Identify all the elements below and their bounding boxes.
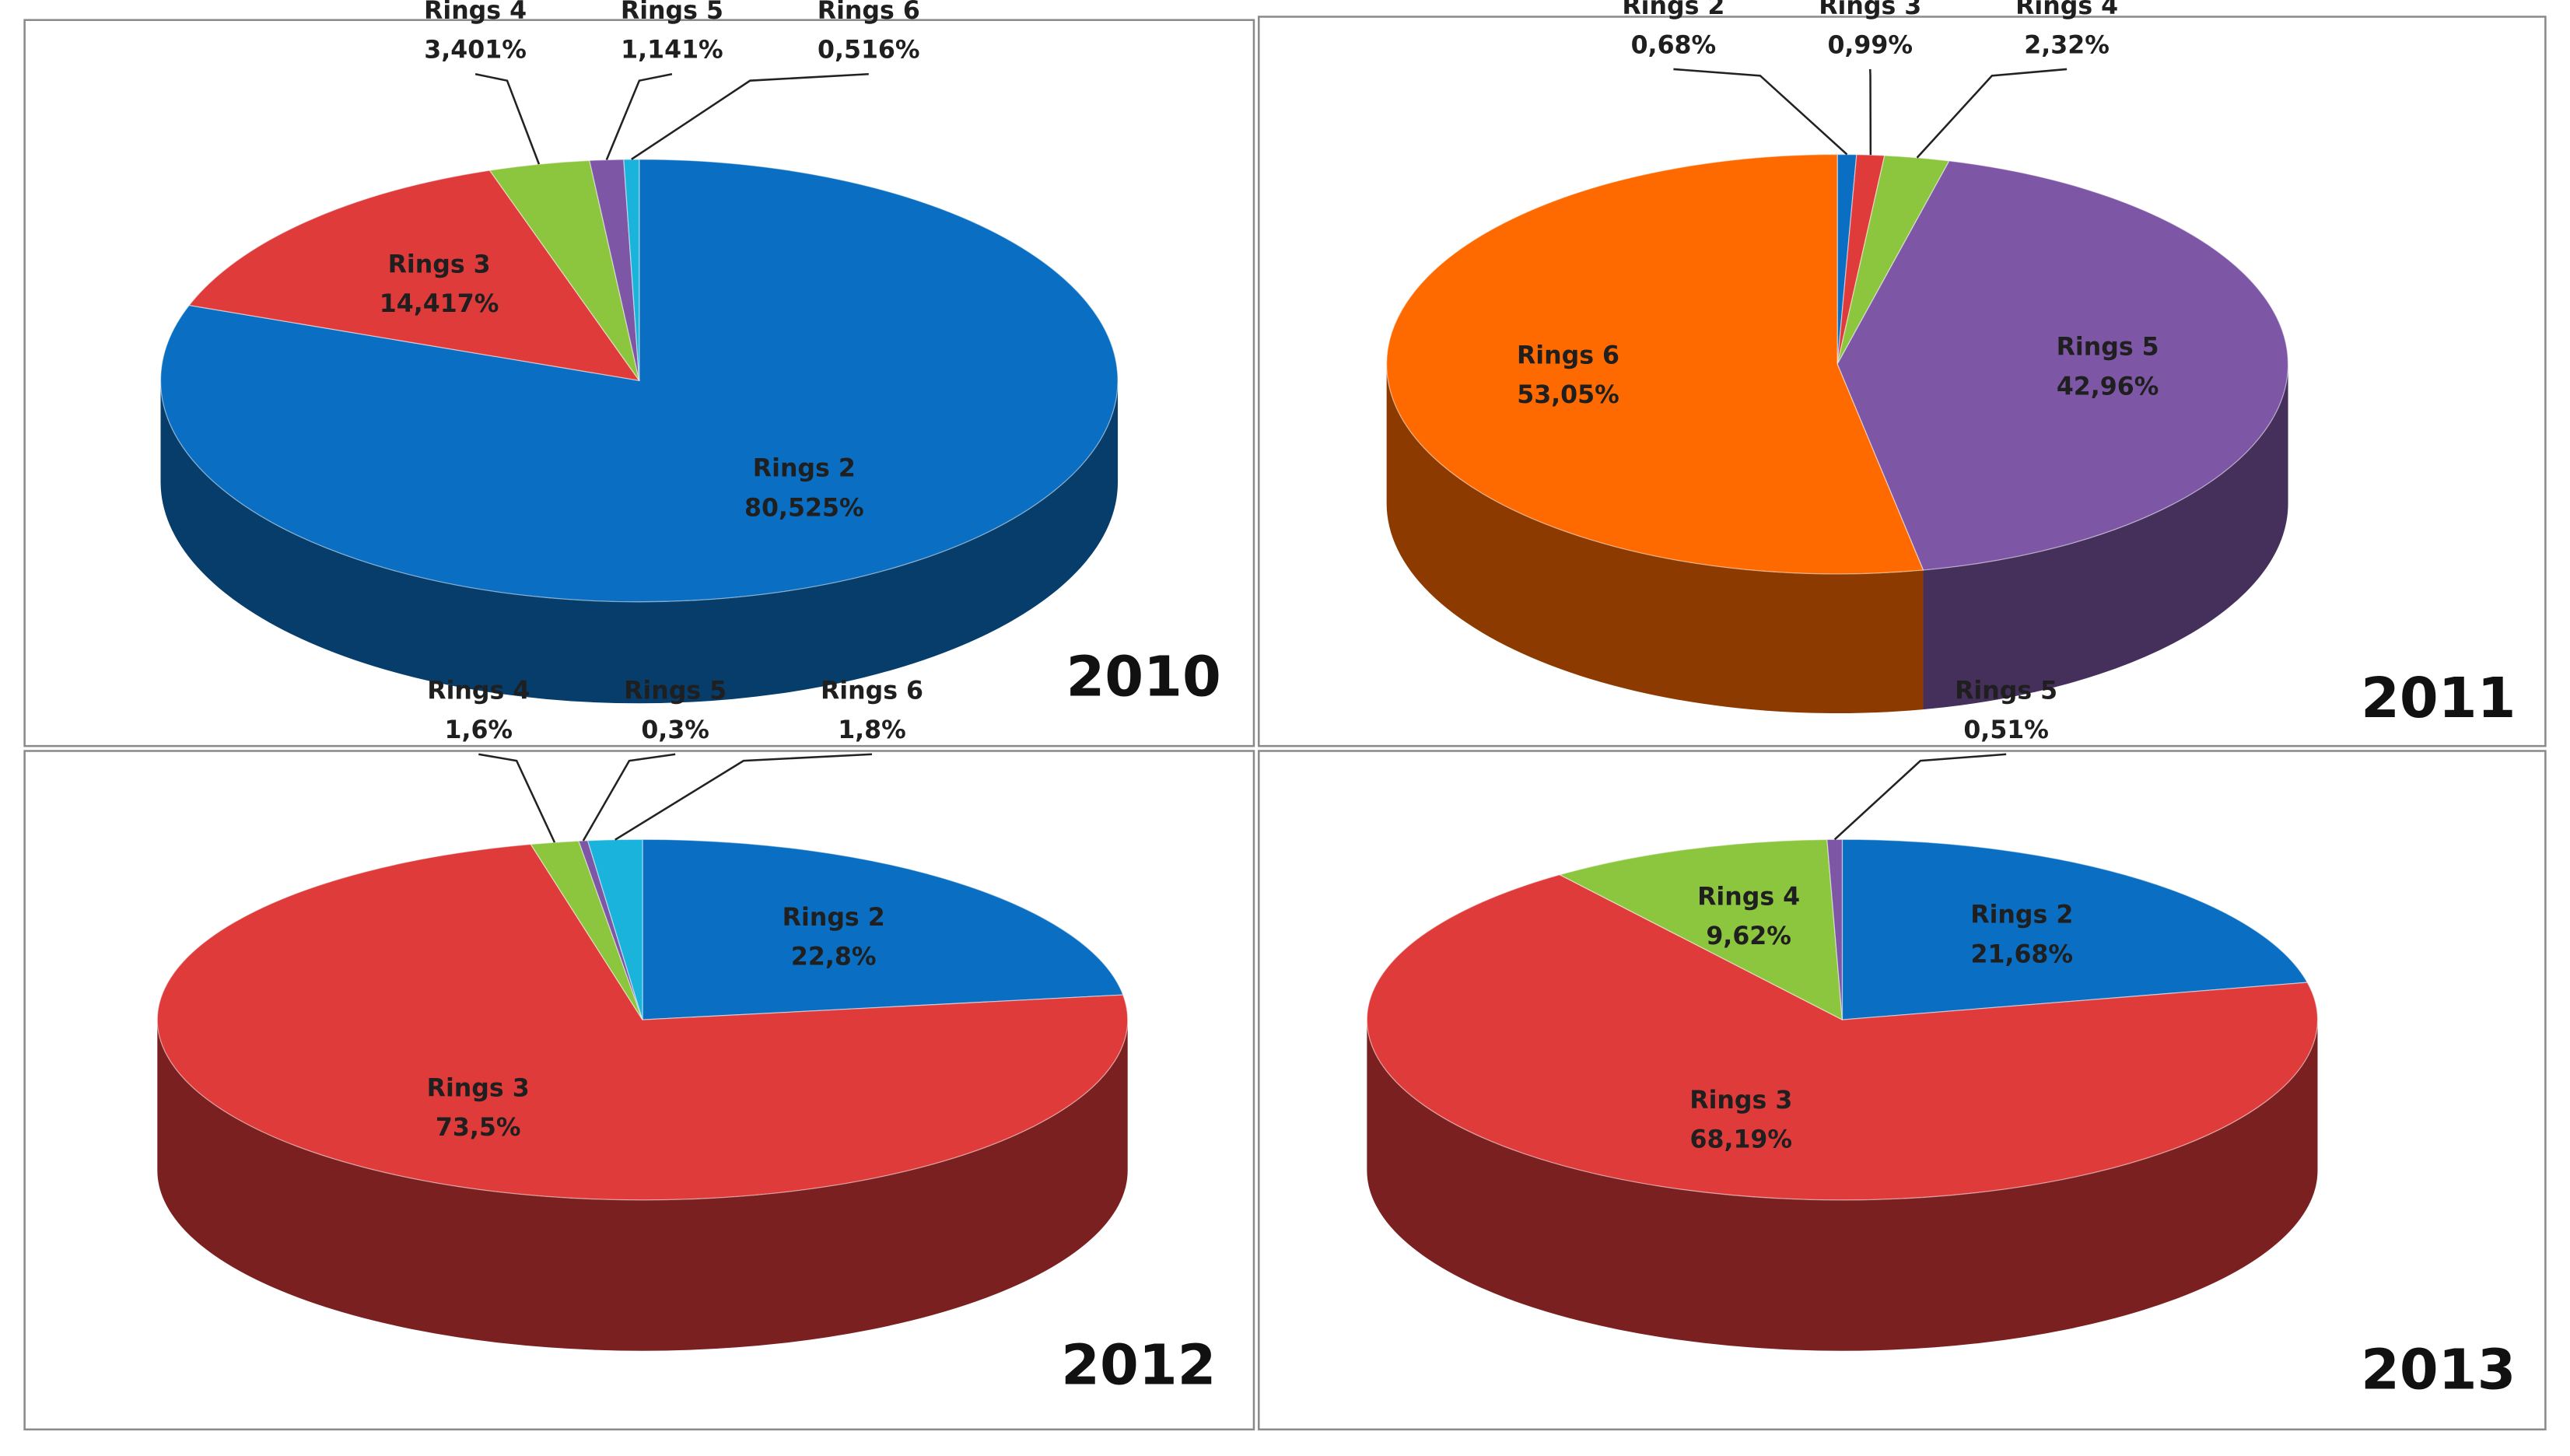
slice-value-label: 42,96% — [2057, 373, 2159, 401]
slice-value-label: 73,5% — [436, 1114, 521, 1142]
slice-side — [1923, 364, 2288, 710]
leader-line — [605, 73, 673, 160]
slice-label: Rings 2 — [753, 455, 856, 483]
slice-label: Rings 5 — [2057, 334, 2159, 362]
slice-side — [157, 1020, 1128, 1351]
slice-value-label: 0,68% — [1631, 31, 1717, 59]
leader-line — [1916, 68, 2068, 159]
chart-title: 2011 — [2361, 666, 2516, 730]
slice-label: Rings 4 — [1697, 883, 1800, 911]
slice-label: Rings 4 — [424, 0, 527, 25]
slice-value-label: 22,8% — [791, 943, 877, 971]
slice-value-label: 2,32% — [2024, 31, 2110, 59]
slice — [1386, 153, 1924, 575]
slice-side — [1367, 1020, 2318, 1351]
slice — [1558, 838, 1843, 1021]
slice-label: Rings 6 — [821, 677, 923, 705]
slice-label: Rings 5 — [621, 0, 723, 25]
leader-line — [474, 73, 541, 165]
slice-label: Rings 4 — [2015, 0, 2118, 20]
chart-title: 2012 — [1061, 1332, 1216, 1397]
leader-line — [1868, 68, 1872, 156]
chart-title: 2013 — [2361, 1338, 2516, 1402]
slice — [1836, 160, 2289, 571]
leader-line — [582, 753, 676, 842]
slice-label: Rings 2 — [1970, 901, 2073, 929]
slice-value-label: 14,417% — [380, 290, 499, 318]
slice-value-label: 1,8% — [838, 716, 906, 744]
slice-label: Rings 2 — [783, 904, 885, 932]
slice-label: Rings 6 — [1517, 341, 1619, 369]
slice-value-label: 0,516% — [818, 37, 920, 65]
slice — [156, 843, 1129, 1201]
slice-value-label: 68,19% — [1689, 1125, 1792, 1153]
slice-value-label: 1,141% — [621, 37, 723, 65]
slice — [1366, 873, 2319, 1201]
slice-label: Rings 4 — [427, 677, 530, 705]
slice-value-label: 1,6% — [444, 716, 513, 744]
slice-label: Rings 2 — [1622, 0, 1724, 20]
slice-side — [160, 380, 1119, 704]
slice-value-label: 80,525% — [744, 494, 864, 522]
leader-line — [1833, 753, 2007, 841]
slice-label: Rings 3 — [427, 1075, 530, 1103]
slice-label: Rings 3 — [1689, 1087, 1792, 1115]
slice-label: Rings 6 — [818, 0, 920, 25]
slice-value-label: 9,62% — [1706, 922, 1791, 950]
slice-label: Rings 5 — [624, 677, 727, 705]
chart-title: 2010 — [1066, 644, 1220, 709]
slice-value-label: 21,68% — [1970, 940, 2073, 968]
slice-value-label: 0,99% — [1827, 31, 1913, 59]
slice — [642, 838, 1124, 1020]
leader-line — [478, 753, 556, 843]
slice-label: Rings 5 — [1955, 677, 2057, 705]
leader-line — [614, 753, 873, 841]
leader-line — [631, 72, 869, 160]
slice-value-label: 0,3% — [641, 716, 709, 744]
slice-value-label: 3,401% — [424, 37, 527, 65]
slice-label: Rings 3 — [1819, 0, 1921, 20]
slice-label: Rings 3 — [388, 251, 491, 279]
slice — [1841, 838, 2309, 1020]
slice-value-label: 53,05% — [1517, 381, 1619, 409]
slice-side — [1386, 364, 1924, 714]
leader-line — [1673, 68, 1848, 156]
slice-value-label: 0,51% — [1963, 716, 2049, 744]
